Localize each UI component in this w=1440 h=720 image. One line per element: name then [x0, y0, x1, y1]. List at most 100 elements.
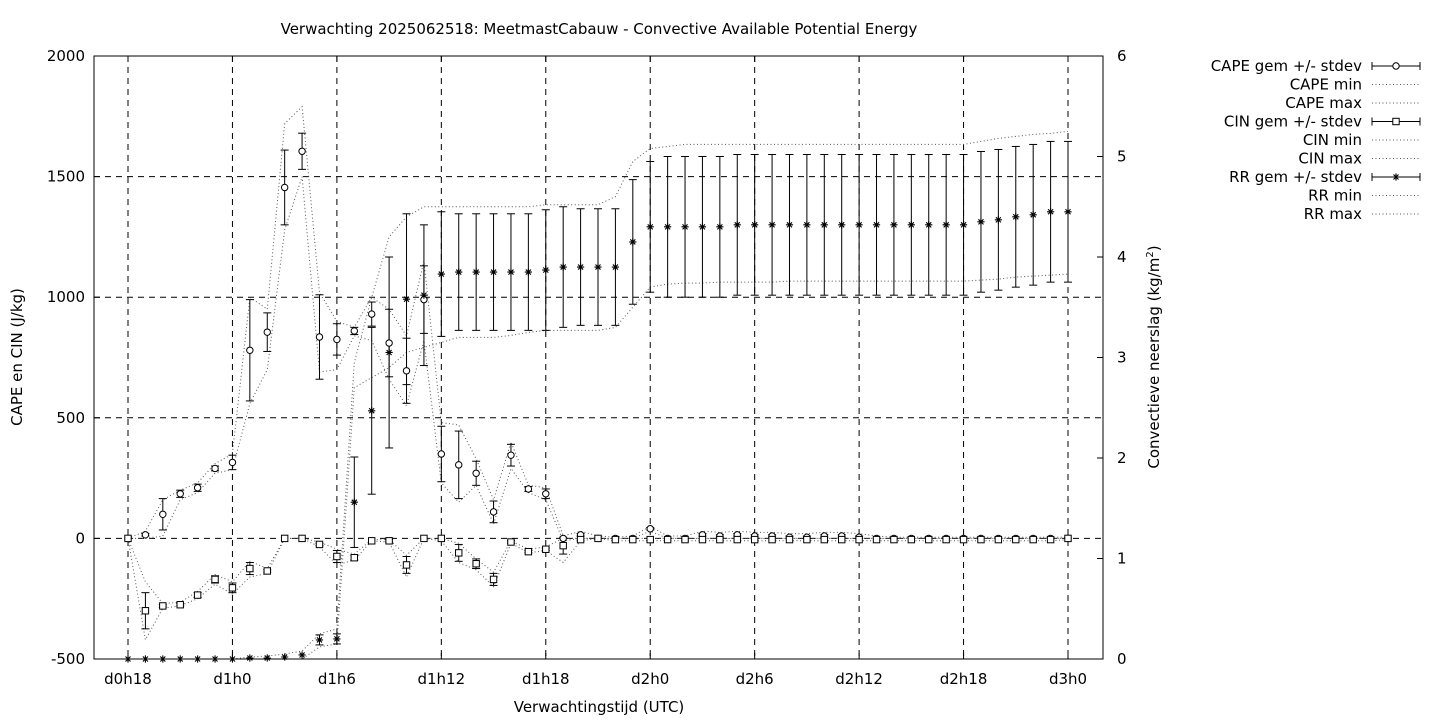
cin-gem-stdev-point	[855, 535, 863, 544]
cin-gem-stdev-point	[1012, 535, 1020, 544]
cin-gem-stdev-point	[176, 601, 184, 609]
cape-gem-stdev-point	[176, 490, 184, 498]
rr-max-line	[128, 130, 1069, 660]
cin-gem-stdev-point	[611, 535, 620, 544]
y2-tick-label: 3	[1117, 349, 1127, 367]
cin-gem-stdev-point	[472, 560, 480, 568]
rr-gem-stdev-point	[698, 223, 707, 231]
rr-gem-stdev-point	[1046, 208, 1055, 216]
axis-ticks: d0h18 d1h0 d1h6 d1h12 d1h18 d2h0 d2h6 d2h12 d2h1…	[47, 47, 1127, 688]
x-tick-label: d2h12	[835, 670, 883, 688]
rr-gem-stdev-point	[803, 221, 811, 229]
x-tick-label: d2h6	[736, 670, 774, 688]
cin-gem-stdev-point	[872, 535, 881, 544]
cin-gem-stdev-point	[803, 535, 811, 544]
rr-gem-stdev-point	[350, 498, 358, 506]
rr-gem-stdev-point	[994, 216, 1002, 224]
cin-gem-stdev-point	[298, 534, 306, 543]
cape-gem-stdev-point	[280, 183, 289, 192]
legend-label-rr-gem-stdev: RR gem +/- stdev	[1229, 168, 1362, 186]
y2-axis-label-main: Convectieve neerslag (kg/m	[1145, 258, 1163, 469]
legend-label-cape-min: CAPE min	[1290, 76, 1362, 94]
cape-gem-stdev-point	[141, 531, 150, 539]
rr-gem-stdev-point	[733, 221, 741, 229]
rr-gem-stdev-point	[263, 654, 271, 662]
rr-gem-stdev-point	[646, 223, 654, 231]
cin-gem-stdev-point	[402, 561, 411, 569]
cin-gem-stdev-point	[925, 535, 933, 544]
cin-gem-stdev-point	[1029, 535, 1037, 544]
cin-gem-stdev-point	[785, 535, 794, 544]
x-tick-label: d2h0	[631, 670, 669, 688]
rr-gem-stdev-point	[785, 221, 794, 229]
cape-gem-stdev-point	[507, 451, 515, 459]
cin-gem-stdev-point	[385, 537, 393, 545]
cape-gem-stdev-point	[559, 534, 567, 543]
rr-gem-stdev-point	[507, 268, 515, 276]
cape-gem-stdev-point	[542, 490, 550, 498]
rr-gem-stdev-point	[751, 221, 759, 229]
cin-gem-stdev-point	[890, 535, 898, 544]
cin-gem-stdev-point	[663, 535, 672, 544]
y2-axis-label: Convectieve neerslag (kg/m2)	[1145, 245, 1163, 468]
cape-gem-stdev-point	[315, 333, 324, 341]
cin-gem-stdev-point	[716, 535, 724, 544]
rr-gem-stdev-point	[977, 218, 985, 226]
cin-gem-stdev-point	[959, 535, 968, 544]
rr-gem-stdev-point	[542, 266, 550, 274]
cin-gem-stdev-point	[681, 535, 689, 544]
y-tick-label: 2000	[47, 47, 85, 65]
rr-gem-stdev-point	[594, 263, 602, 271]
y2-tick-label: 6	[1117, 47, 1127, 65]
rr-gem-stdev-point	[298, 651, 306, 659]
cin-gem-stdev-point	[315, 540, 324, 549]
y2-tick-label: 0	[1117, 650, 1127, 668]
y2-axis-label-sup: 2	[1145, 251, 1156, 257]
cin-gem-stdev-point	[559, 541, 567, 550]
x-tick-label: d1h12	[417, 670, 465, 688]
legend-marker-cin-gem-stdev	[1392, 117, 1400, 126]
rr-gem-stdev-point	[333, 635, 341, 643]
y-tick-label: 1500	[47, 168, 85, 186]
y2-tick-label: 5	[1117, 148, 1127, 166]
error-bars	[141, 132, 1072, 646]
rr-gem-stdev-point	[925, 221, 933, 229]
cape-gem-stdev-point	[489, 508, 498, 516]
rr-gem-stdev-point	[246, 654, 254, 662]
cin-gem-stdev-point	[280, 534, 289, 543]
rr-gem-stdev-point	[489, 268, 498, 276]
rr-gem-stdev-point	[385, 348, 393, 357]
cape-gem-stdev-point	[524, 485, 533, 493]
cape-gem-stdev-point	[263, 328, 271, 336]
plot-frame	[93, 55, 1104, 660]
y-tick-label: 1000	[47, 288, 85, 306]
cin-gem-stdev-point	[994, 535, 1003, 544]
cin-gem-stdev-point	[542, 545, 550, 553]
cin-gem-stdev-point	[750, 535, 759, 544]
cape-gem-stdev-point	[646, 525, 654, 533]
y2-tick-label: 2	[1117, 449, 1127, 467]
cin-gem-stdev-point	[977, 535, 985, 544]
cin-gem-stdev-point	[420, 534, 428, 543]
cin-gem-stdev-point	[368, 537, 376, 545]
cape-gem-stdev-point	[437, 450, 446, 458]
cin-gem-stdev-point	[646, 535, 654, 544]
rr-gem-stdev-point	[838, 221, 846, 229]
cin-gem-stdev-point	[838, 535, 846, 544]
rr-gem-stdev-point	[768, 221, 776, 229]
x-tick-label: d1h0	[213, 670, 251, 688]
legend-marker-cape-gem-stdev	[1392, 62, 1400, 70]
cin-gem-stdev-point	[228, 584, 237, 592]
legend-label-cin-gem-stdev: CIN gem +/- stdev	[1224, 113, 1362, 131]
rr-gem-stdev-point	[368, 407, 376, 415]
y-tick-label: 500	[56, 409, 85, 427]
rr-gem-stdev-point	[281, 653, 289, 661]
cin-gem-stdev-point	[211, 575, 219, 584]
cin-gem-stdev-point	[594, 534, 602, 543]
cin-gem-stdev-point	[246, 564, 254, 573]
cin-gem-stdev-point	[907, 535, 916, 544]
cape-gem-stdev-point	[298, 147, 306, 155]
cin-gem-stdev-point	[263, 567, 271, 575]
cin-gem-stdev-point	[698, 535, 707, 544]
